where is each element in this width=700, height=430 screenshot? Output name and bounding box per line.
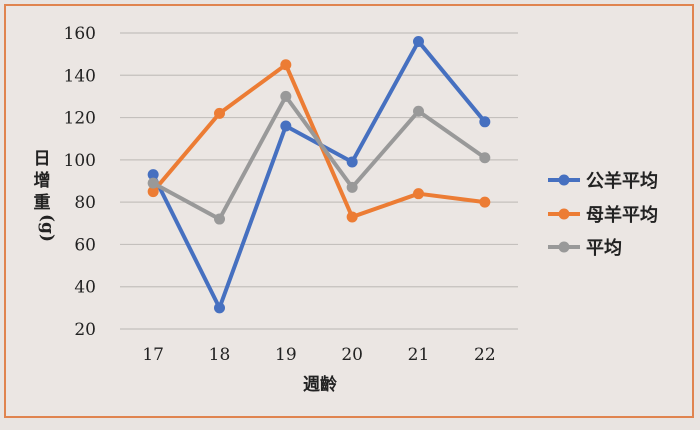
legend-label: 平均	[586, 237, 622, 259]
x-axis-ticks: 17 18 19 20 21 22	[142, 345, 495, 365]
y-tick-label: 80	[74, 193, 96, 213]
data-point	[479, 196, 491, 208]
y-tick-label: 160	[64, 24, 96, 44]
x-tick-label: 19	[275, 345, 297, 365]
y-axis-label-part: 日	[34, 149, 51, 169]
data-point	[413, 105, 424, 117]
data-point	[147, 186, 159, 198]
x-tick-label: 22	[474, 345, 496, 365]
data-point	[413, 35, 424, 47]
legend-label: 母羊平均	[586, 204, 658, 226]
data-point	[214, 107, 225, 119]
y-tick-label: 60	[74, 235, 96, 255]
series-group	[147, 35, 491, 314]
legend-label: 公羊平均	[586, 170, 658, 192]
legend-marker	[558, 208, 570, 220]
y-tick-label: 20	[74, 320, 96, 340]
y-tick-label: 140	[64, 66, 96, 86]
data-point	[147, 177, 159, 189]
data-point	[479, 116, 491, 128]
y-tick-label: 120	[64, 109, 96, 129]
x-axis-label: 週齡	[303, 374, 337, 395]
gridlines	[120, 32, 518, 330]
data-point	[346, 211, 358, 223]
y-axis-label-part: 重	[34, 192, 51, 213]
data-point	[280, 120, 292, 132]
y-axis-label-part: 增	[34, 170, 51, 191]
x-tick-label: 17	[142, 345, 164, 365]
data-point	[413, 188, 424, 200]
x-tick-label: 18	[209, 345, 231, 365]
y-tick-label: 100	[64, 151, 96, 171]
data-point	[280, 90, 292, 102]
series-line-0	[151, 39, 487, 310]
legend-marker	[558, 174, 570, 186]
data-point	[346, 156, 358, 168]
data-point	[214, 213, 225, 225]
data-point	[147, 169, 159, 181]
y-axis-label-part: (g)	[37, 214, 57, 242]
legend-marker	[558, 241, 570, 253]
data-point	[214, 302, 225, 314]
y-axis-label: 日增重(g)	[34, 149, 58, 242]
y-axis-ticks: 20 40 60 80 100 120 140 160	[64, 24, 96, 340]
data-point	[346, 181, 358, 193]
series-line-2	[151, 94, 487, 222]
y-tick-label: 40	[74, 278, 96, 298]
x-tick-label: 21	[408, 345, 430, 365]
data-point	[280, 59, 292, 71]
data-point	[479, 152, 491, 164]
x-tick-label: 20	[341, 345, 363, 365]
